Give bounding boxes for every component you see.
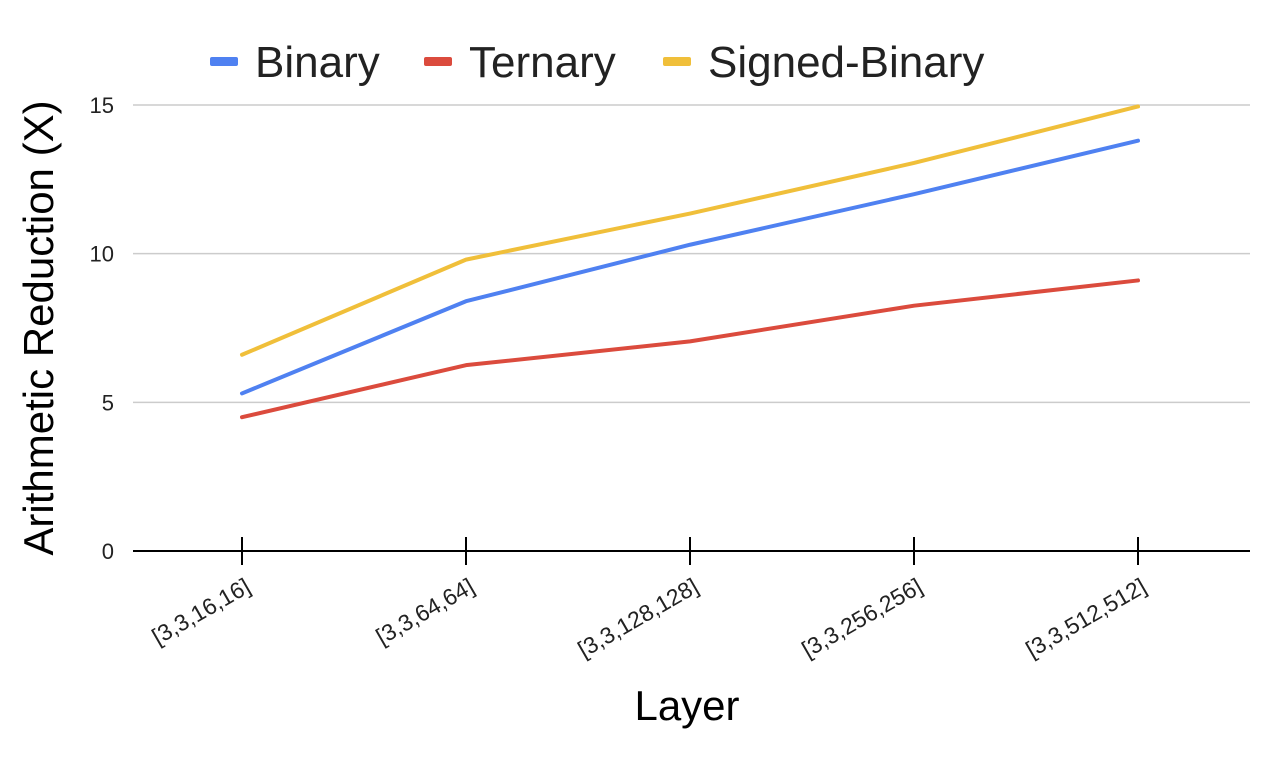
y-tick-label: 0 bbox=[102, 539, 114, 564]
legend-label: Binary bbox=[255, 38, 380, 87]
legend-label: Signed-Binary bbox=[708, 38, 984, 87]
x-tick-label: [3,3,16,16] bbox=[147, 573, 254, 650]
legend-swatch bbox=[663, 57, 691, 66]
x-axis: [3,3,16,16] [3,3,64,64] [3,3,128,128] [3,3,… bbox=[133, 537, 1250, 662]
y-axis-ticks: 0 5 10 15 bbox=[90, 93, 114, 564]
x-tick-label: [3,3,256,256] bbox=[797, 573, 926, 663]
y-tick-label: 5 bbox=[102, 390, 114, 415]
legend-swatch bbox=[210, 57, 238, 66]
series-line-binary bbox=[240, 138, 1140, 396]
y-axis-title: Arithmetic Reduction (X) bbox=[15, 100, 62, 555]
y-tick-label: 15 bbox=[90, 93, 114, 118]
series-lines bbox=[240, 104, 1140, 420]
y-tick-label: 10 bbox=[90, 242, 114, 267]
x-axis-title: Layer bbox=[634, 682, 739, 729]
x-tick-label: [3,3,128,128] bbox=[573, 573, 702, 663]
series-line-signed-binary bbox=[240, 104, 1140, 357]
gridlines bbox=[133, 104, 1250, 404]
x-tick-label: [3,3,512,512] bbox=[1021, 573, 1150, 663]
legend-label: Ternary bbox=[469, 38, 616, 87]
series-line-ternary bbox=[240, 278, 1140, 420]
x-tick-label: [3,3,64,64] bbox=[371, 573, 478, 650]
legend: Binary Ternary Signed-Binary bbox=[210, 38, 984, 87]
legend-swatch bbox=[424, 57, 452, 66]
